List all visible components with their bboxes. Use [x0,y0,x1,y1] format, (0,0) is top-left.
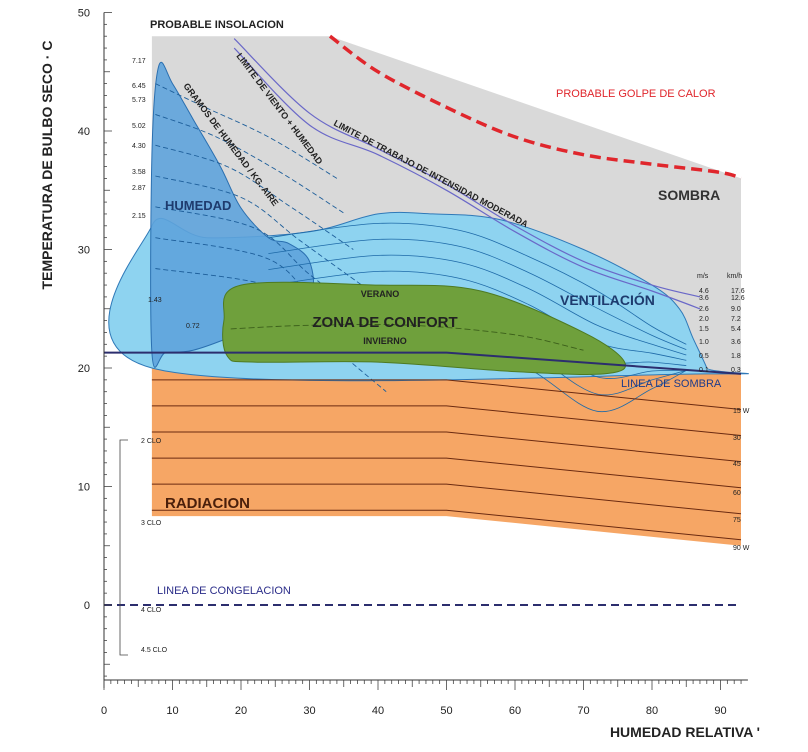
radiacion-line [151,457,742,489]
x-tick-label: 50 [440,705,452,717]
label-ventilacion: VENTILACIÓN [560,291,655,308]
x-tick-label: 10 [166,705,178,717]
line-golpe-de-calor [328,34,742,181]
clo-label: 3 CLO [141,520,162,527]
ventilacion-line [268,222,687,345]
radiacion-label: 60 [733,490,741,497]
y-tick-label: 40 [78,126,90,138]
vent-ms-label: 1.0 [699,339,709,346]
radiacion-label: 45 [733,461,741,468]
vent-kmh-label: 9.0 [731,306,741,313]
label-sombra: SOMBRA [658,187,720,203]
radiacion-label: 15 W [733,408,750,415]
vent-ms-label: 4.6 [699,288,709,295]
gramos-curve [155,206,371,321]
label-invierno: INVIERNO [363,336,407,346]
line-limite-trabajo [233,38,701,298]
label-probable-insolacion: PROBABLE INSOLACION [150,19,284,31]
clo-label: 4 CLO [141,607,162,614]
vent-head-ms: m/s [697,273,709,280]
gramos-curve [155,144,354,250]
gramos-label: 5.73 [132,97,146,104]
clo-bracket [119,439,128,656]
radiacion-label: 30 [733,435,741,442]
vent-kmh-label: 3.6 [731,339,741,346]
gramos-label: 5.02 [132,123,146,130]
label-radiacion: RADIACION [165,495,250,512]
gramos-label: 6.45 [132,83,146,90]
y-tick-label: 30 [78,245,90,257]
radiacion-line [151,431,742,463]
x-tick-label: 20 [235,705,247,717]
line-limite-viento [233,47,701,310]
axes: 0 10 20 30 40 50 0 10 20 30 40 50 60 70 80 90 HUMEDAD RE… [39,8,760,741]
label-linea-sombra: LINEA DE SOMBRA [621,378,722,390]
label-zona-confort: ZONA DE CONFORT [312,314,457,331]
x-axis-title: HUMEDAD RELATIVA ' [610,724,760,740]
y-axis-title: TEMPERATURA DE BULBO SECO · C [39,41,55,290]
vent-kmh-label: 17.6 [731,288,745,295]
vent-ms-label: 0.1 [699,367,709,374]
gramos-label: 3.58 [132,169,146,176]
x-tick-label: 90 [714,705,726,717]
zone-confort [222,281,626,375]
ventilacion-line [268,238,687,350]
vent-head-kmh: km/h [727,273,742,280]
label-linea-congelacion: LINEA DE CONGELACION [157,585,291,597]
radiacion-label: 90 W [733,545,750,552]
ventilacion-line [268,254,687,356]
vent-ms-label: 3.6 [699,295,709,302]
gramos-label: 0.72 [186,323,200,330]
radiacion-line [151,509,742,541]
x-tick-label: 80 [646,705,658,717]
y-tick-label: 10 [78,482,90,494]
y-tick-label: 50 [78,8,90,20]
vent-ms-label: 0.5 [699,353,709,360]
gramos-label: 2.87 [132,185,146,192]
radiacion-line [151,483,742,515]
vent-ms-label: 1.5 [699,326,709,333]
label-verano: VERANO [361,289,400,299]
y-tick-label: 0 [84,600,90,612]
x-tick-label: 60 [509,705,521,717]
y-tick-label: 20 [78,363,90,375]
clo-label: 4.5 CLO [141,647,168,654]
radiacion-line [151,379,742,410]
gramos-curve [155,175,362,286]
gramos-label: 1.43 [148,297,162,304]
vent-ms-label: 2.6 [699,306,709,313]
radiacion-label: 75 [733,517,741,524]
vent-kmh-label: 12.6 [731,295,745,302]
vent-kmh-label: 7.2 [731,316,741,323]
x-tick-label: 40 [372,705,384,717]
vent-kmh-label: 1.8 [731,353,741,360]
x-tick-label: 70 [577,705,589,717]
radiacion-lines [151,379,742,541]
radiacion-line [151,405,742,436]
gramos-label: 2.15 [132,213,146,220]
x-tick-label: 0 [101,705,107,717]
ventilacion-line [268,270,687,361]
gramos-label: 4.30 [132,143,146,150]
confort-divider [230,324,584,351]
x-tick-label: 30 [303,705,315,717]
vent-ms-label: 2.0 [699,316,709,323]
label-humedad: HUMEDAD [165,198,231,213]
vent-kmh-label: 5.4 [731,326,741,333]
zone-radiacion [151,356,741,546]
line-sombra [104,351,742,375]
gramos-curve [155,83,338,179]
label-golpe-calor: PROBABLE GOLPE DE CALOR [556,88,716,100]
gramos-label: 7.17 [132,58,146,65]
clo-label: 2 CLO [141,438,162,445]
vent-kmh-label: 0.3 [731,367,741,374]
